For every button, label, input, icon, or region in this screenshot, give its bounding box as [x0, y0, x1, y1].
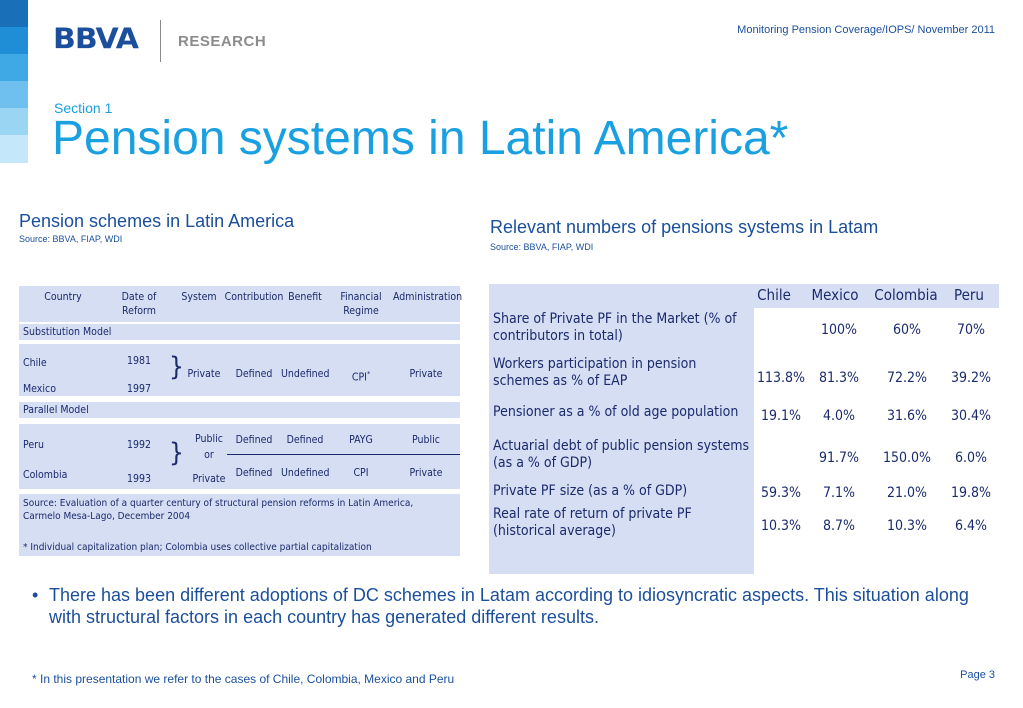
page-number: Page 3 — [960, 669, 995, 681]
date-colombia: 1993 — [126, 473, 152, 485]
value: 7.1% — [823, 485, 855, 501]
notes-bg — [19, 494, 460, 556]
contribution-peru: Defined — [235, 434, 273, 446]
row-label-pf-size: Private PF size (as a % of GDP) — [493, 483, 688, 499]
benefit-undefined: Undefined — [281, 368, 330, 380]
row-label-return: Real rate of return of private PF (histo… — [493, 506, 692, 539]
date-chile: 1981 — [126, 355, 152, 367]
bullet-text: There has been different adoptions of DC… — [49, 585, 969, 627]
row-label-pensioners: Pensioner as a % of old age population — [493, 404, 739, 420]
value: 6.4% — [955, 518, 987, 534]
parallel-rows-bg — [19, 424, 460, 489]
bbva-logo: BBVA — [53, 22, 139, 57]
decor-strip-4 — [0, 81, 28, 108]
col-header-mexico: Mexico — [811, 286, 859, 304]
value: 100% — [820, 322, 857, 338]
value: 150.0% — [882, 450, 931, 466]
value: 19.8% — [950, 485, 991, 501]
value: 91.7% — [818, 450, 859, 466]
value: 21.0% — [886, 485, 927, 501]
country-mexico: Mexico — [23, 383, 56, 395]
parallel-row-divider — [227, 454, 460, 455]
row-label-workers: Workers participation in pension schemes… — [493, 356, 697, 389]
right-panel-source: Source: BBVA, FIAP, WDI — [490, 242, 594, 252]
substitution-model-label: Substitution Model — [23, 326, 112, 338]
regime-peru: PAYG — [349, 434, 373, 446]
system-public: Public — [195, 433, 223, 445]
value: 6.0% — [955, 450, 987, 466]
bullet-dot: • — [32, 585, 39, 605]
table-header-bg — [489, 284, 999, 308]
administration-private: Private — [409, 368, 443, 380]
value: 39.2% — [950, 370, 991, 386]
label-column-bg — [489, 308, 754, 574]
contribution-colombia: Defined — [235, 467, 273, 479]
system-private-parallel: Private — [192, 473, 226, 485]
page-title: Pension systems in Latin America* — [52, 112, 789, 165]
col-header-country: Country — [44, 291, 82, 303]
decor-strip-3 — [0, 54, 28, 81]
value: 113.8% — [756, 370, 805, 386]
table-header-row — [19, 286, 460, 322]
col-header-system: System — [181, 291, 217, 303]
benefit-colombia: Undefined — [281, 467, 330, 479]
date-mexico: 1997 — [126, 383, 152, 395]
contribution-defined: Defined — [235, 368, 273, 380]
value: 10.3% — [886, 518, 927, 534]
decor-strip-2 — [0, 27, 28, 54]
col-header-administration: Administration — [393, 291, 463, 303]
decor-strip-5 — [0, 108, 28, 135]
value: 70% — [957, 322, 985, 338]
value: 8.7% — [823, 518, 855, 534]
footnote: * In this presentation we refer to the c… — [32, 672, 455, 686]
left-panel-source: Source: BBVA, FIAP, WDI — [19, 234, 123, 244]
col-header-regime: Financial Regime — [340, 291, 382, 317]
administration-peru: Public — [412, 434, 440, 446]
value: 30.4% — [950, 408, 991, 424]
table-source-note: Source: Evaluation of a quarter century … — [23, 498, 414, 522]
value: 19.1% — [760, 408, 801, 424]
brace-substitution: } — [169, 352, 184, 382]
system-or: or — [204, 449, 214, 461]
col-header-date: Date of Reform — [121, 291, 157, 317]
brace-parallel: } — [169, 438, 184, 468]
research-label: RESEARCH — [178, 33, 267, 50]
logo-divider — [160, 20, 161, 62]
section-label: Section 1 — [54, 100, 113, 116]
administration-colombia: Private — [409, 467, 443, 479]
decor-strip-1 — [0, 0, 28, 27]
decor-strip-6 — [0, 135, 28, 163]
header-subtitle: Monitoring Pension Coverage/IOPS/ Novemb… — [737, 24, 995, 36]
col-header-benefit: Benefit — [288, 291, 322, 303]
parallel-model-label: Parallel Model — [23, 404, 89, 416]
value: 10.3% — [760, 518, 801, 534]
value: 60% — [893, 322, 921, 338]
value: 4.0% — [823, 408, 855, 424]
col-header-chile: Chile — [757, 286, 791, 304]
benefit-peru: Defined — [286, 434, 324, 446]
value: 31.6% — [886, 408, 927, 424]
parallel-label-row — [19, 402, 460, 418]
substitution-label-row — [19, 324, 460, 340]
value: 81.3% — [818, 370, 859, 386]
row-label-actuarial: Actuarial debt of public pension systems… — [493, 438, 750, 471]
table-star-note: * Individual capitalization plan; Colomb… — [23, 542, 372, 553]
substitution-rows-bg — [19, 344, 460, 396]
country-peru: Peru — [23, 439, 45, 451]
system-private: Private — [187, 368, 221, 380]
col-header-colombia: Colombia — [874, 286, 938, 304]
regime-colombia: CPI — [353, 467, 369, 479]
value: 59.3% — [760, 485, 801, 501]
date-peru: 1992 — [126, 439, 152, 451]
country-chile: Chile — [23, 357, 47, 369]
col-header-contribution: Contribution — [224, 291, 284, 303]
row-label-share: Share of Private PF in the Market (% of … — [493, 311, 737, 344]
value: 72.2% — [886, 370, 927, 386]
col-header-peru: Peru — [953, 286, 984, 304]
left-panel-heading: Pension schemes in Latin America — [19, 211, 295, 231]
country-colombia: Colombia — [23, 469, 68, 481]
regime-cpi: CPI* — [351, 370, 371, 384]
right-panel-heading: Relevant numbers of pensions systems in … — [490, 217, 879, 237]
